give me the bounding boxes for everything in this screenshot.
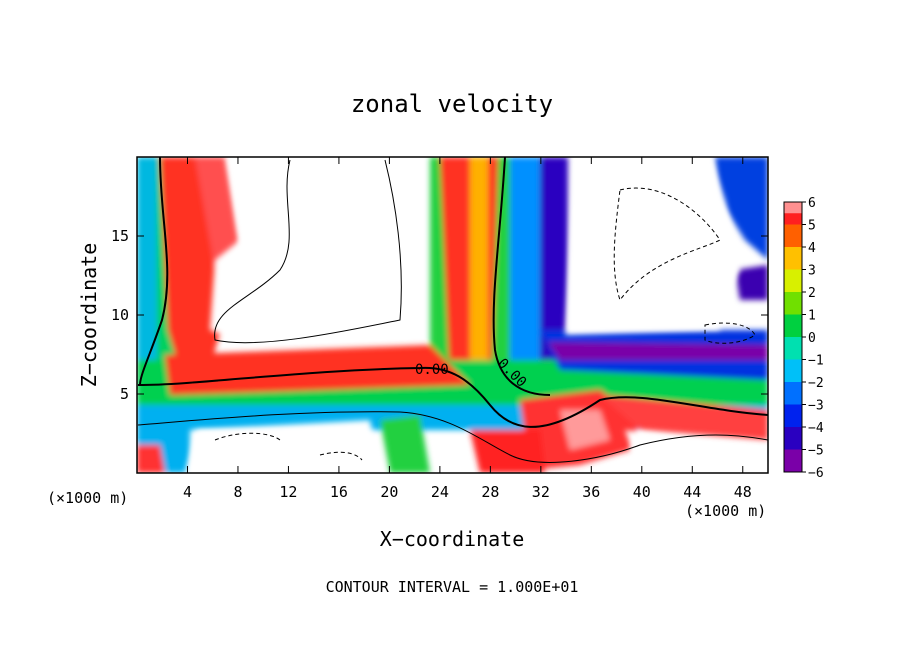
colorbar-label: 6	[808, 196, 816, 211]
x-tick-label: 16	[330, 483, 348, 501]
colorbar-swatch	[784, 314, 802, 337]
colorbar-label: 3	[808, 264, 816, 279]
colorbar-swatch	[784, 427, 802, 450]
colorbar-swatch	[784, 359, 802, 382]
colorbar-swatch	[784, 247, 802, 270]
colorbar-label: −6	[808, 466, 824, 481]
x-tick-label: 28	[481, 483, 499, 501]
colorbar-label: 2	[808, 286, 816, 301]
colorbar-label: 5	[808, 219, 816, 234]
y-tick-label: 10	[111, 306, 129, 324]
colorbar-label: −3	[808, 399, 824, 414]
colorbar-label: 4	[808, 241, 816, 256]
x-tick-label: 12	[279, 483, 297, 501]
colorbar-swatch	[784, 292, 802, 315]
x-axis-ticks: 4 8 12 16 20 24 28 32 36 40 44 48	[183, 157, 752, 501]
x-tick-label: 32	[532, 483, 550, 501]
y-tick-label: 5	[120, 385, 129, 403]
colorbar-swatch	[784, 224, 802, 247]
x-tick-label: 36	[582, 483, 600, 501]
chart-title: zonal velocity	[351, 90, 553, 118]
y-axis-label: Z−coordinate	[77, 243, 101, 388]
contour-interval-note: CONTOUR INTERVAL = 1.000E+01	[326, 578, 579, 596]
colorbar-label: −5	[808, 444, 824, 459]
contour-label-0: 0.00	[415, 362, 449, 378]
colorbar: −6 −5 −4 −3 −2 −1 0 1 2 3 4 5 6	[783, 196, 824, 481]
contour-lines	[137, 157, 768, 463]
x-tick-label: 48	[734, 483, 752, 501]
x-unit-label-right: (×1000 m)	[685, 502, 766, 520]
x-tick-label: 44	[683, 483, 701, 501]
x-tick-label: 4	[183, 483, 192, 501]
colorbar-swatch-top	[784, 202, 802, 214]
colorbar-label: −1	[808, 354, 824, 369]
colorbar-label: −2	[808, 376, 824, 391]
y-tick-label: 15	[111, 227, 129, 245]
x-tick-label: 8	[233, 483, 242, 501]
colorbar-swatch	[784, 382, 802, 405]
colorbar-label: 1	[808, 309, 816, 324]
colorbar-label: −4	[808, 421, 824, 436]
colorbar-swatch	[784, 337, 802, 360]
x-tick-label: 40	[633, 483, 651, 501]
colorbar-swatch	[784, 449, 802, 472]
x-axis-label: X−coordinate	[380, 527, 525, 551]
x-tick-label: 20	[380, 483, 398, 501]
heatmap-field	[137, 157, 768, 473]
x-tick-label: 24	[431, 483, 449, 501]
y-axis-ticks: 5 10 15	[111, 227, 768, 403]
colorbar-swatch	[784, 269, 802, 292]
colorbar-swatch	[784, 404, 802, 427]
x-unit-label-left: (×1000 m)	[47, 489, 128, 507]
colorbar-label: 0	[808, 331, 816, 346]
